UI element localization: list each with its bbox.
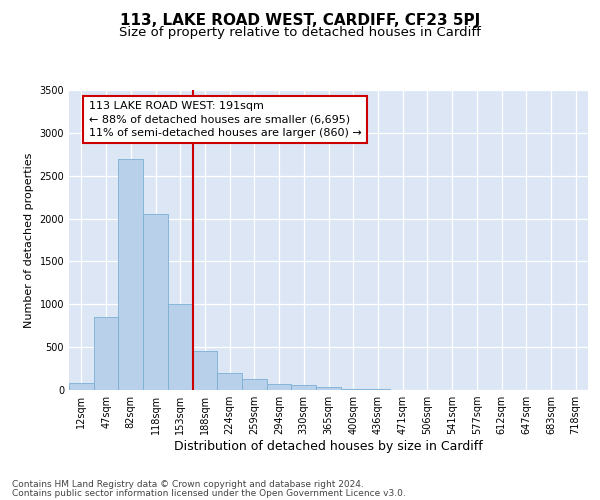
Text: Size of property relative to detached houses in Cardiff: Size of property relative to detached ho… <box>119 26 481 39</box>
Bar <box>94 317 118 390</box>
Bar <box>292 385 316 390</box>
Bar <box>341 388 365 390</box>
Bar <box>168 304 193 390</box>
Bar <box>217 373 242 390</box>
X-axis label: Distribution of detached houses by size in Cardiff: Distribution of detached houses by size … <box>174 440 483 453</box>
Bar <box>316 388 341 390</box>
Text: 113 LAKE ROAD WEST: 191sqm
← 88% of detached houses are smaller (6,695)
11% of s: 113 LAKE ROAD WEST: 191sqm ← 88% of deta… <box>89 101 362 138</box>
Bar <box>242 379 267 390</box>
Y-axis label: Number of detached properties: Number of detached properties <box>24 152 34 328</box>
Bar <box>69 383 94 390</box>
Bar <box>118 158 143 390</box>
Bar <box>193 352 217 390</box>
Bar <box>143 214 168 390</box>
Bar <box>267 384 292 390</box>
Text: 113, LAKE ROAD WEST, CARDIFF, CF23 5PJ: 113, LAKE ROAD WEST, CARDIFF, CF23 5PJ <box>120 12 480 28</box>
Text: Contains HM Land Registry data © Crown copyright and database right 2024.: Contains HM Land Registry data © Crown c… <box>12 480 364 489</box>
Text: Contains public sector information licensed under the Open Government Licence v3: Contains public sector information licen… <box>12 488 406 498</box>
